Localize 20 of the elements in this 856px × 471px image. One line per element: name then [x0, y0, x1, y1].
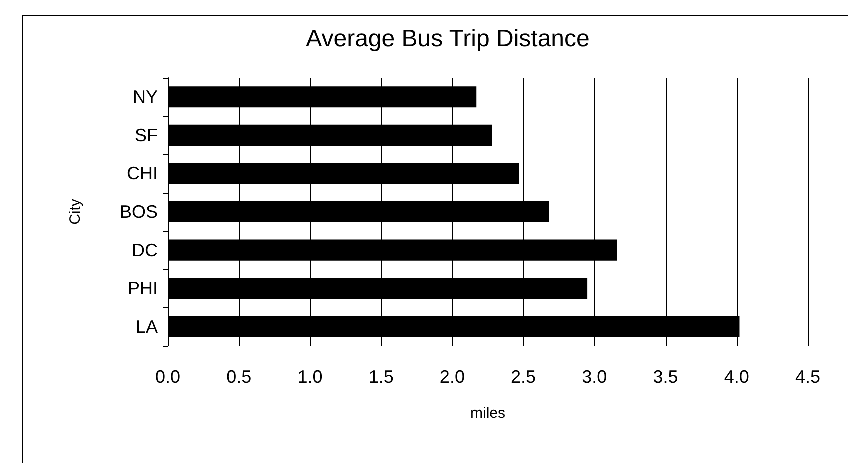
y-tick-label: LA: [136, 316, 158, 337]
y-tick-label: NY: [132, 87, 158, 108]
y-axis-title: City: [67, 198, 84, 225]
x-tick-label: 0.5: [226, 367, 252, 387]
y-tick-label: SF: [134, 125, 158, 146]
x-tick-label: 0.0: [155, 367, 181, 387]
x-tick-label: 2.5: [511, 367, 536, 387]
x-axis-title: miles: [470, 405, 506, 422]
x-tick-label: 2.0: [440, 367, 465, 387]
y-tick-label: DC: [132, 240, 158, 260]
y-tick-label: CHI: [127, 164, 158, 184]
chart-title: Average Bus Trip Distance: [306, 26, 590, 52]
x-tick-label: 3.0: [582, 367, 608, 387]
x-tick-label: 3.5: [653, 367, 678, 387]
x-tick-label: 1.5: [368, 367, 394, 387]
x-tick-label: 4.0: [724, 367, 750, 387]
y-tick-label: BOS: [120, 202, 158, 222]
x-tick-label: 4.5: [795, 367, 821, 387]
x-tick-label: 1.0: [298, 367, 323, 387]
y-tick-label: PHI: [128, 278, 158, 299]
